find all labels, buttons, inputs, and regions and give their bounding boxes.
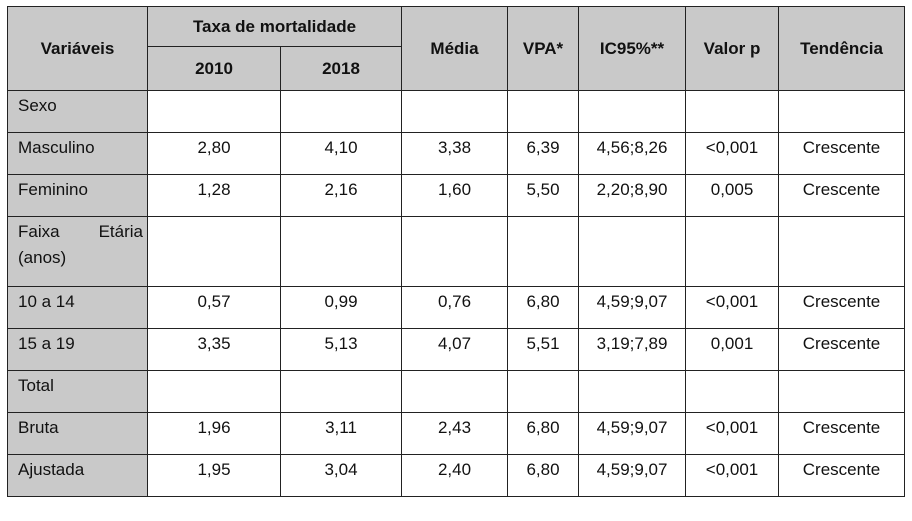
cell-media: 3,38 bbox=[401, 132, 509, 175]
section-row-sexo: Sexo bbox=[7, 90, 906, 133]
cell-media: 2,40 bbox=[401, 454, 509, 497]
header-variaveis: Variáveis bbox=[7, 6, 148, 91]
cell-2010: 0,57 bbox=[147, 286, 281, 329]
cell-2018: 3,11 bbox=[279, 412, 403, 455]
mortality-table: Variáveis Taxa de mortalidade Média VPA*… bbox=[7, 6, 906, 497]
table-row: Ajustada 1,95 3,04 2,40 6,80 4,59;9,07 <… bbox=[7, 454, 906, 497]
cell-vpa: 6,80 bbox=[507, 412, 580, 455]
cell-2018: 5,13 bbox=[279, 328, 403, 371]
cell-valor-p: <0,001 bbox=[685, 132, 780, 175]
section-row-faixa-etaria: Faixa Etária (anos) bbox=[7, 216, 906, 287]
header-tendencia: Tendência bbox=[778, 6, 906, 91]
cell-ic95: 4,59;9,07 bbox=[578, 412, 687, 455]
table-row: Feminino 1,28 2,16 1,60 5,50 2,20;8,90 0… bbox=[7, 174, 906, 217]
section-label-sexo: Sexo bbox=[7, 90, 148, 133]
cell-2010: 3,35 bbox=[147, 328, 281, 371]
cell-media: 1,60 bbox=[401, 174, 509, 217]
row-label: Masculino bbox=[7, 132, 148, 175]
cell-valor-p: <0,001 bbox=[685, 286, 780, 329]
cell-vpa: 6,80 bbox=[507, 286, 580, 329]
row-label: 15 a 19 bbox=[7, 328, 148, 371]
cell-valor-p: 0,005 bbox=[685, 174, 780, 217]
table-row: Bruta 1,96 3,11 2,43 6,80 4,59;9,07 <0,0… bbox=[7, 412, 906, 455]
header-vpa: VPA* bbox=[507, 6, 580, 91]
cell-media: 2,43 bbox=[401, 412, 509, 455]
cell-tendencia: Crescente bbox=[778, 132, 906, 175]
row-label: Bruta bbox=[7, 412, 148, 455]
cell-vpa: 5,50 bbox=[507, 174, 580, 217]
cell-valor-p: <0,001 bbox=[685, 412, 780, 455]
cell-ic95: 3,19;7,89 bbox=[578, 328, 687, 371]
table-row: Masculino 2,80 4,10 3,38 6,39 4,56;8,26 … bbox=[7, 132, 906, 175]
header-taxa-mortalidade: Taxa de mortalidade bbox=[146, 6, 403, 47]
cell-ic95: 4,59;9,07 bbox=[578, 286, 687, 329]
header-ic95: IC95%** bbox=[578, 6, 687, 91]
cell-media: 0,76 bbox=[401, 286, 509, 329]
cell-ic95: 4,56;8,26 bbox=[578, 132, 687, 175]
cell-ic95: 2,20;8,90 bbox=[578, 174, 687, 217]
header-media: Média bbox=[401, 6, 509, 91]
section-row-total: Total bbox=[7, 370, 906, 413]
section-label-total: Total bbox=[7, 370, 148, 413]
cell-vpa: 5,51 bbox=[507, 328, 580, 371]
header-year-2010: 2010 bbox=[147, 46, 281, 91]
table-row: 10 a 14 0,57 0,99 0,76 6,80 4,59;9,07 <0… bbox=[7, 286, 906, 329]
section-label-faixa-etaria: Faixa Etária (anos) bbox=[7, 216, 148, 287]
cell-2018: 2,16 bbox=[279, 174, 403, 217]
cell-valor-p: 0,001 bbox=[685, 328, 780, 371]
header-valor-p: Valor p bbox=[685, 6, 780, 91]
cell-2018: 4,10 bbox=[279, 132, 403, 175]
cell-tendencia: Crescente bbox=[778, 328, 906, 371]
cell-tendencia: Crescente bbox=[778, 454, 906, 497]
cell-ic95: 4,59;9,07 bbox=[578, 454, 687, 497]
row-label: Ajustada bbox=[7, 454, 148, 497]
cell-2010: 1,28 bbox=[147, 174, 281, 217]
cell-valor-p: <0,001 bbox=[685, 454, 780, 497]
header-year-2018: 2018 bbox=[279, 46, 403, 91]
cell-2010: 2,80 bbox=[147, 132, 281, 175]
cell-2018: 3,04 bbox=[279, 454, 403, 497]
cell-tendencia: Crescente bbox=[778, 174, 906, 217]
cell-media: 4,07 bbox=[401, 328, 509, 371]
cell-vpa: 6,80 bbox=[507, 454, 580, 497]
cell-2010: 1,96 bbox=[147, 412, 281, 455]
cell-2018: 0,99 bbox=[279, 286, 403, 329]
table-row: 15 a 19 3,35 5,13 4,07 5,51 3,19;7,89 0,… bbox=[7, 328, 906, 371]
cell-vpa: 6,39 bbox=[507, 132, 580, 175]
row-label: Feminino bbox=[7, 174, 148, 217]
cell-2010: 1,95 bbox=[147, 454, 281, 497]
cell-tendencia: Crescente bbox=[778, 412, 906, 455]
row-label: 10 a 14 bbox=[7, 286, 148, 329]
cell-tendencia: Crescente bbox=[778, 286, 906, 329]
